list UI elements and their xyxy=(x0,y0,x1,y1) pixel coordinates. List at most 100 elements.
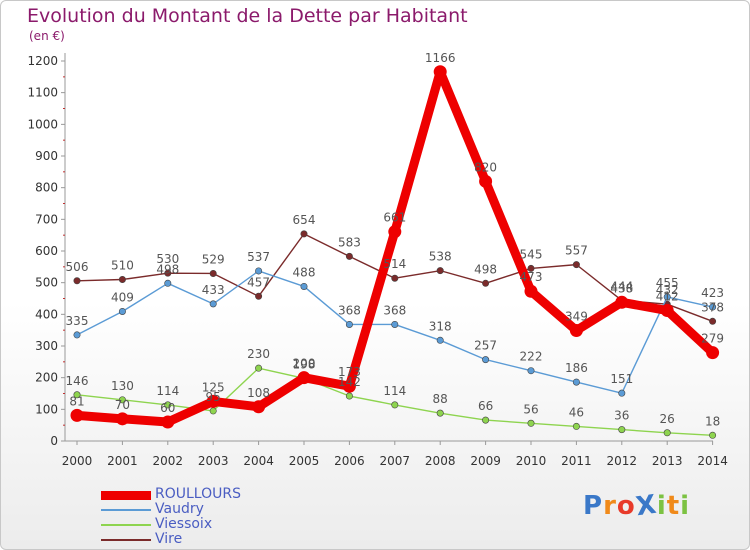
data-label-roullours: 125 xyxy=(202,380,225,394)
data-label-vire: 545 xyxy=(520,247,543,261)
logo-letter: o xyxy=(616,491,636,521)
data-point-roullours xyxy=(569,323,583,337)
data-label-viessoix: 95 xyxy=(206,390,221,404)
x-tick-label: 2006 xyxy=(334,454,365,468)
legend-label: Viessoix xyxy=(155,516,213,532)
chart-title: Evolution du Montant de la Dette par Hab… xyxy=(27,5,468,27)
legend-label: ROULLOURS xyxy=(155,486,241,502)
data-label-roullours: 70 xyxy=(115,398,130,412)
data-label-roullours: 60 xyxy=(160,401,175,415)
data-label-vire: 444 xyxy=(610,279,633,293)
data-label-vaudry: 455 xyxy=(656,276,679,290)
x-tick-label: 2009 xyxy=(470,454,501,468)
data-point-roullours xyxy=(252,400,266,414)
data-point-vaudry xyxy=(709,303,717,311)
data-point-vaudry xyxy=(572,378,580,386)
data-point-roullours xyxy=(342,379,356,393)
data-label-roullours: 820 xyxy=(474,160,497,174)
y-tick-label: 600 xyxy=(35,244,58,258)
data-label-vaudry: 488 xyxy=(293,265,316,279)
data-point-roullours xyxy=(660,304,674,318)
logo-letter: t xyxy=(666,491,681,521)
data-point-vaudry xyxy=(663,293,671,301)
logo-letter: i xyxy=(656,491,667,521)
series-layer xyxy=(70,65,720,439)
data-point-viessoix xyxy=(164,401,172,409)
data-label-vire: 378 xyxy=(701,300,724,314)
data-point-vaudry xyxy=(300,282,308,290)
x-tick-label: 2012 xyxy=(607,454,638,468)
y-tick-label: 800 xyxy=(35,181,58,195)
data-label-vire: 529 xyxy=(202,252,225,266)
data-point-viessoix xyxy=(709,431,717,439)
series-line-roullours xyxy=(72,67,718,427)
x-tick-label: 2014 xyxy=(697,454,728,468)
data-label-viessoix: 66 xyxy=(478,399,493,413)
data-point-roullours xyxy=(615,295,629,309)
data-label-vire: 654 xyxy=(293,213,316,227)
data-point-vire xyxy=(73,277,81,285)
data-label-vire: 498 xyxy=(474,262,497,276)
data-point-vire xyxy=(572,261,580,269)
logo-letter: X xyxy=(633,489,659,523)
y-tick-label: 1000 xyxy=(27,117,58,131)
data-label-vaudry: 537 xyxy=(247,250,270,264)
x-tick-label: 2007 xyxy=(380,454,411,468)
data-label-vaudry: 257 xyxy=(474,339,497,353)
data-point-roullours xyxy=(479,174,493,188)
data-label-vaudry: 335 xyxy=(66,314,89,328)
data-point-roullours xyxy=(524,284,538,298)
logo-letter: P xyxy=(583,491,604,521)
data-label-roullours: 412 xyxy=(656,290,679,304)
data-point-vaudry xyxy=(436,336,444,344)
x-tick-label: 2001 xyxy=(107,454,138,468)
data-point-vaudry xyxy=(527,367,535,375)
data-point-roullours xyxy=(433,65,447,79)
data-point-viessoix xyxy=(209,407,217,415)
y-tick-label: 300 xyxy=(35,339,58,353)
data-point-vire xyxy=(118,275,126,283)
data-point-roullours xyxy=(388,225,402,239)
data-point-vaudry xyxy=(391,320,399,328)
data-point-vire xyxy=(709,317,717,325)
data-label-vire: 583 xyxy=(338,235,361,249)
data-label-vire: 514 xyxy=(383,257,406,271)
chart-unit: (en €) xyxy=(29,29,65,43)
data-label-vaudry: 423 xyxy=(701,286,724,300)
data-label-viessoix: 46 xyxy=(569,405,584,419)
y-tick-label: 900 xyxy=(35,149,58,163)
data-point-vaudry xyxy=(482,356,490,364)
data-label-viessoix: 198 xyxy=(293,357,316,371)
data-label-vaudry: 409 xyxy=(111,290,134,304)
data-point-roullours xyxy=(115,412,129,426)
data-label-vire: 432 xyxy=(656,283,679,297)
data-point-viessoix xyxy=(436,409,444,417)
data-point-vaudry xyxy=(73,331,81,339)
data-label-viessoix: 36 xyxy=(614,409,629,423)
data-label-vaudry: 318 xyxy=(429,319,452,333)
data-label-vaudry: 498 xyxy=(156,262,179,276)
legend-swatch xyxy=(101,491,151,500)
x-tick-label: 2005 xyxy=(289,454,320,468)
data-label-vaudry: 368 xyxy=(338,303,361,317)
data-point-vire xyxy=(527,264,535,272)
data-label-roullours: 173 xyxy=(338,365,361,379)
data-label-viessoix: 142 xyxy=(338,375,361,389)
x-tick-label: 2011 xyxy=(561,454,592,468)
x-tick-label: 2000 xyxy=(62,454,93,468)
data-label-vire: 510 xyxy=(111,259,134,273)
line-chart: 0 100 200 300 400 500 600 700 800 900 1000 1100 1200… xyxy=(27,51,728,468)
data-label-vire: 506 xyxy=(66,260,89,274)
data-label-roullours: 108 xyxy=(247,386,270,400)
data-point-viessoix xyxy=(73,391,81,399)
data-label-roullours: 349 xyxy=(565,309,588,323)
data-label-viessoix: 18 xyxy=(705,414,720,428)
y-tick-label: 200 xyxy=(35,371,58,385)
data-point-vire xyxy=(255,292,263,300)
data-point-viessoix xyxy=(391,401,399,409)
data-point-viessoix xyxy=(663,429,671,437)
data-label-vaudry: 433 xyxy=(202,283,225,297)
y-tick-label: 0 xyxy=(50,434,58,448)
y-tick-label: 700 xyxy=(35,212,58,226)
